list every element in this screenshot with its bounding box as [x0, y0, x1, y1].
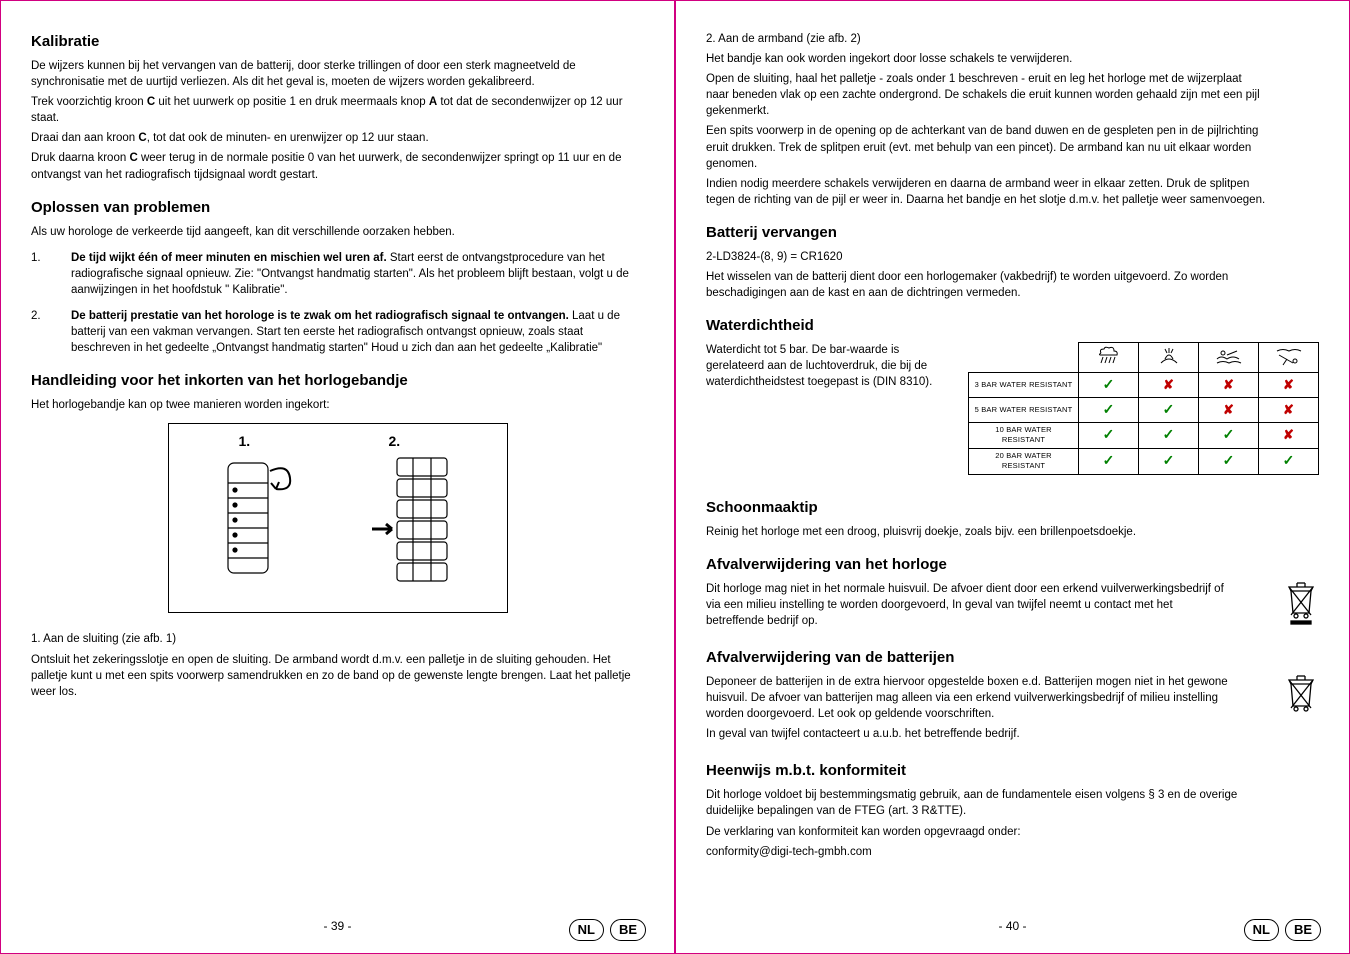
table-cell: ✓ [1199, 422, 1259, 448]
diagram-label-2: 2. [389, 432, 401, 452]
language-badges: NL BE [569, 919, 646, 941]
paragraph: Dit horloge voldoet bij bestemmingsmatig… [706, 787, 1266, 819]
heading-handleiding: Handleiding voor het inkorten van het ho… [31, 370, 644, 391]
table-cell: ✓ [1139, 448, 1199, 474]
subheading-armband: 2. Aan de armband (zie afb. 2) [706, 31, 1266, 47]
paragraph: De wijzers kunnen bij het vervangen van … [31, 58, 644, 90]
badge-be: BE [1285, 919, 1321, 941]
list-text: De tijd wijkt één of meer minuten en mis… [71, 250, 644, 298]
heading-konformiteit: Heenwijs m.b.t. konformiteit [706, 760, 1319, 781]
table-cell: ✘ [1259, 373, 1319, 398]
paragraph: Dit horloge mag niet in het normale huis… [706, 581, 1226, 629]
paragraph: Open de sluiting, haal het palletje - zo… [706, 71, 1266, 119]
badge-nl: NL [569, 919, 604, 941]
table-cell: ✘ [1199, 398, 1259, 423]
table-cell: ✓ [1079, 373, 1139, 398]
weee-bin-icon [1283, 674, 1319, 714]
table-cell: ✘ [1199, 373, 1259, 398]
language-badges: NL BE [1244, 919, 1321, 941]
badge-be: BE [610, 919, 646, 941]
swim-icon [1199, 343, 1259, 373]
table-row-header: 3 BAR WATER RESISTANT [969, 373, 1079, 398]
water-resistance-table: 3 BAR WATER RESISTANT✓✘✘✘ 5 BAR WATER RE… [968, 342, 1319, 474]
paragraph: Indien nodig meerdere schakels verwijder… [706, 176, 1266, 208]
paragraph: Trek voorzichtig kroon C uit het uurwerk… [31, 94, 644, 126]
paragraph: De verklaring van konformiteit kan worde… [706, 824, 1266, 840]
table-cell: ✓ [1139, 398, 1199, 423]
table-row-header: 10 BAR WATER RESISTANT [969, 422, 1079, 448]
heading-schoonmaak: Schoonmaaktip [706, 497, 1319, 518]
conformity-email: conformity@digi-tech-gmbh.com [706, 844, 1266, 860]
dive-icon [1259, 343, 1319, 373]
weee-bin-icon [1283, 581, 1319, 625]
rain-icon [1079, 343, 1139, 373]
paragraph: Het bandje kan ook worden ingekort door … [706, 51, 1266, 67]
heading-afval-horloge: Afvalverwijdering van het horloge [706, 554, 1319, 575]
table-cell: ✘ [1139, 373, 1199, 398]
band-diagram: 1. 2. [168, 423, 508, 613]
table-cell: ✓ [1259, 448, 1319, 474]
heading-afval-batterijen: Afvalverwijdering van de batterijen [706, 647, 1319, 668]
table-cell: ✘ [1259, 422, 1319, 448]
paragraph: Deponeer de batterijen in de extra hierv… [706, 674, 1246, 722]
table-row-header: 20 BAR WATER RESISTANT [969, 448, 1079, 474]
wash-icon [1139, 343, 1199, 373]
subheading-sluiting: 1. Aan de sluiting (zie afb. 1) [31, 631, 644, 647]
heading-batterij: Batterij vervangen [706, 222, 1319, 243]
paragraph: Draai dan aan kroon C, tot dat ook de mi… [31, 130, 644, 146]
list-number: 1. [31, 250, 71, 298]
list-item: 2. De batterij prestatie van het horolog… [31, 308, 644, 356]
clasp-illustration [198, 443, 318, 593]
links-illustration [357, 443, 477, 593]
table-cell: ✘ [1259, 398, 1319, 423]
table-cell: ✓ [1079, 448, 1139, 474]
page-left: Kalibratie De wijzers kunnen bij het ver… [0, 0, 675, 954]
heading-kalibratie: Kalibratie [31, 31, 644, 52]
list-item: 1. De tijd wijkt één of meer minuten en … [31, 250, 644, 298]
list-text: De batterij prestatie van het horologe i… [71, 308, 644, 356]
heading-oplossen: Oplossen van problemen [31, 197, 644, 218]
paragraph: Waterdicht tot 5 bar. De bar-waarde is g… [706, 342, 986, 390]
heading-waterdichtheid: Waterdichtheid [706, 315, 1319, 336]
paragraph: Als uw horologe de verkeerde tijd aangee… [31, 224, 644, 240]
page-right: 2. Aan de armband (zie afb. 2) Het bandj… [675, 0, 1350, 954]
list-number: 2. [31, 308, 71, 356]
table-cell: ✓ [1079, 422, 1139, 448]
paragraph: Druk daarna kroon C weer terug in de nor… [31, 150, 644, 182]
badge-nl: NL [1244, 919, 1279, 941]
paragraph: Reinig het horloge met een droog, pluisv… [706, 524, 1266, 540]
table-cell: ✓ [1079, 398, 1139, 423]
paragraph: Het wisselen van de batterij dient door … [706, 269, 1266, 301]
paragraph: Een spits voorwerp in de opening op de a… [706, 123, 1266, 171]
paragraph: In geval van twijfel contacteert u a.u.b… [706, 726, 1266, 742]
battery-code: 2-LD3824-(8, 9) = CR1620 [706, 249, 1266, 265]
table-cell: ✓ [1139, 422, 1199, 448]
paragraph: Het horlogebandje kan op twee manieren w… [31, 397, 644, 413]
table-row-header: 5 BAR WATER RESISTANT [969, 398, 1079, 423]
paragraph: Ontsluit het zekeringsslotje en open de … [31, 652, 644, 700]
table-cell: ✓ [1199, 448, 1259, 474]
diagram-label-1: 1. [239, 432, 251, 452]
